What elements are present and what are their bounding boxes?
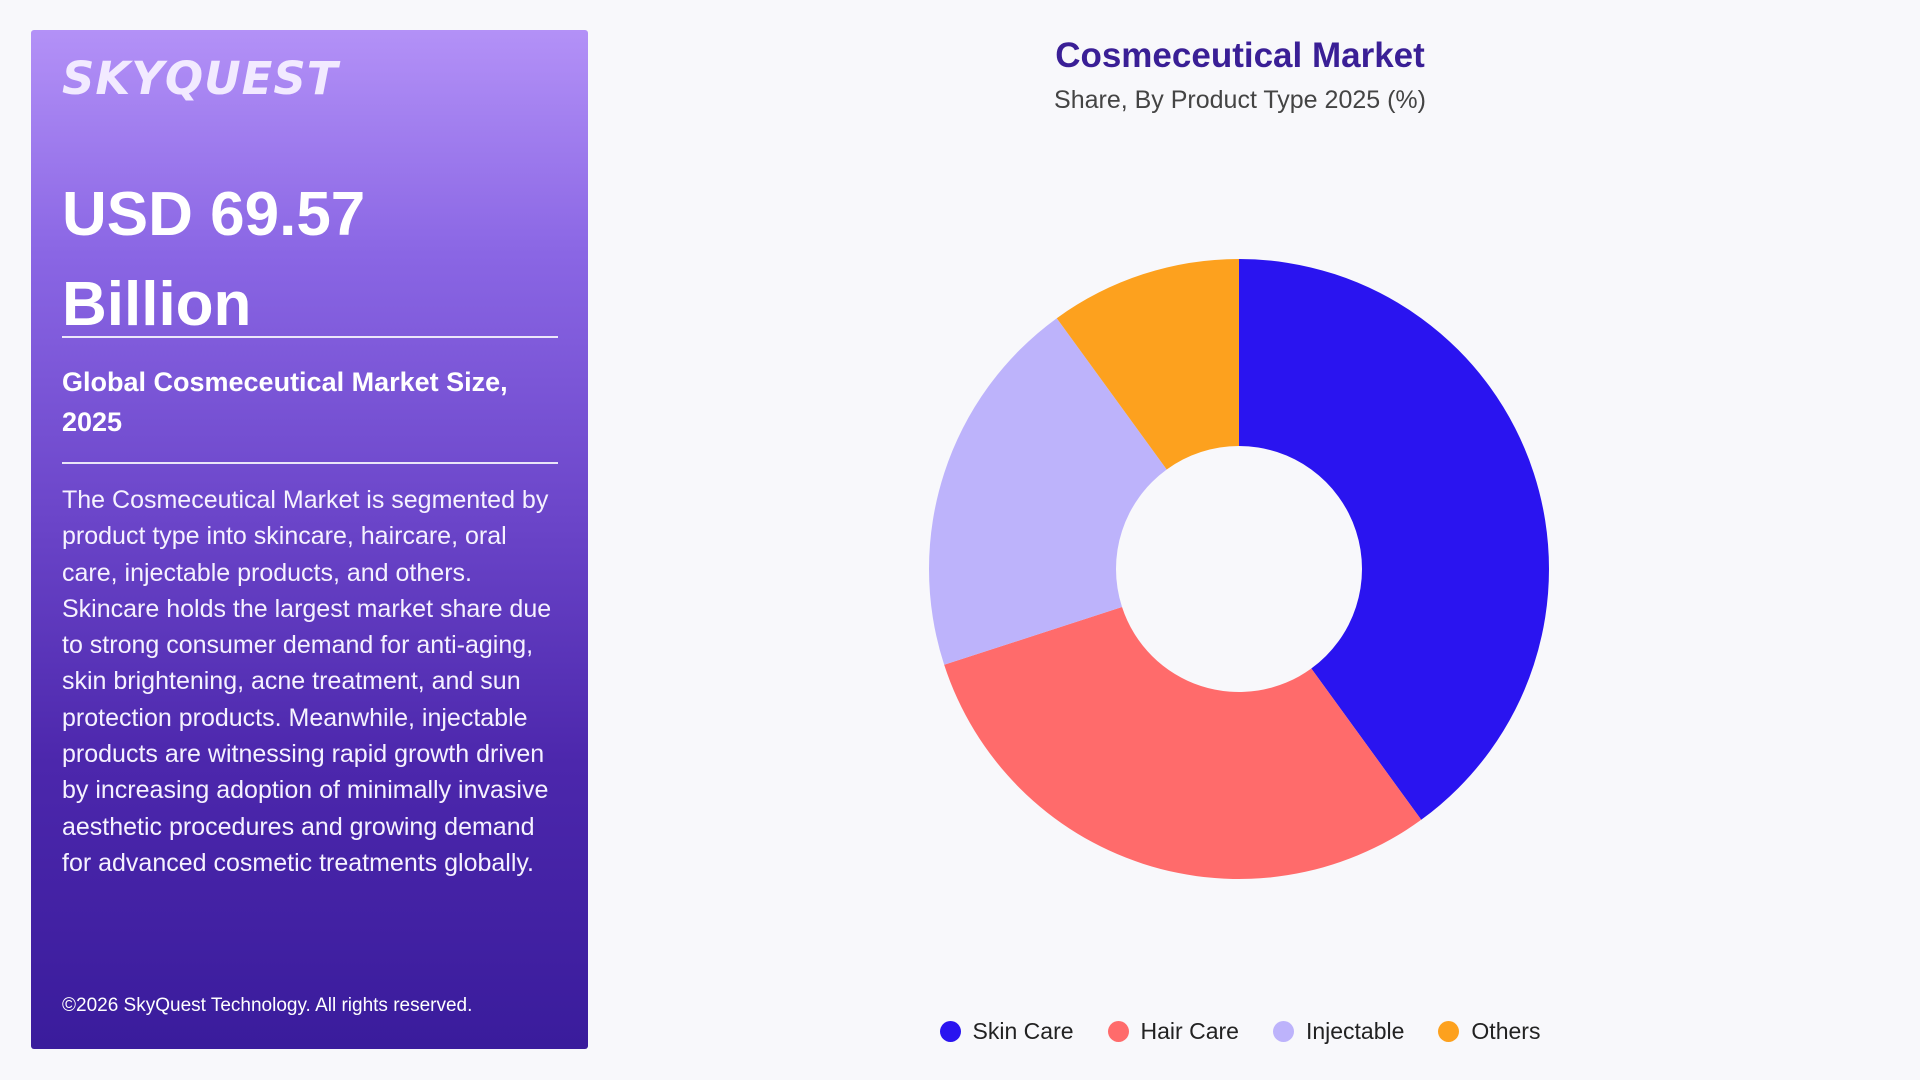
market-summary-panel: SKYQUEST USD 69.57 Billion Global Cosmec… bbox=[31, 30, 588, 1049]
legend-label: Hair Care bbox=[1140, 1018, 1239, 1044]
chart-title: Cosmeceutical Market bbox=[1055, 36, 1425, 75]
chart-subtitle: Share, By Product Type 2025 (%) bbox=[1054, 86, 1426, 114]
donut-slice-hair-care bbox=[944, 607, 1422, 879]
legend-label: Injectable bbox=[1305, 1018, 1405, 1044]
market-size-caption: Global Cosmeceutical Market Size, 2025 bbox=[62, 367, 508, 437]
market-description: The Cosmeceutical Market is segmented by… bbox=[62, 486, 552, 877]
chart-legend: Skin Care Hair Care Injectable Others bbox=[920, 1018, 1560, 1045]
legend-label: Others bbox=[1471, 1018, 1541, 1044]
market-size-value: USD 69.57 Billion bbox=[62, 170, 562, 350]
legend-swatch bbox=[1107, 1021, 1129, 1042]
legend-item-skin-care: Skin Care bbox=[939, 1018, 1074, 1045]
legend-item-others: Others bbox=[1438, 1018, 1540, 1045]
legend-swatch bbox=[939, 1021, 961, 1042]
copyright-notice: ©2026 SkyQuest Technology. All rights re… bbox=[62, 995, 473, 1016]
divider-bottom bbox=[62, 462, 558, 464]
skyquest-logo: SKYQUEST bbox=[62, 52, 339, 105]
donut-slice-injectable bbox=[929, 318, 1167, 665]
legend-swatch bbox=[1438, 1021, 1460, 1042]
market-size-unit: Billion bbox=[62, 270, 252, 339]
legend-item-injectable: Injectable bbox=[1272, 1018, 1405, 1045]
donut-slice-skin-care bbox=[1239, 259, 1549, 820]
divider-top bbox=[62, 336, 558, 338]
market-size-amount: USD 69.57 bbox=[62, 180, 366, 249]
legend-swatch bbox=[1272, 1021, 1294, 1042]
legend-item-hair-care: Hair Care bbox=[1107, 1018, 1239, 1045]
donut-slice-others bbox=[1056, 259, 1239, 470]
legend-label: Skin Care bbox=[972, 1018, 1074, 1044]
